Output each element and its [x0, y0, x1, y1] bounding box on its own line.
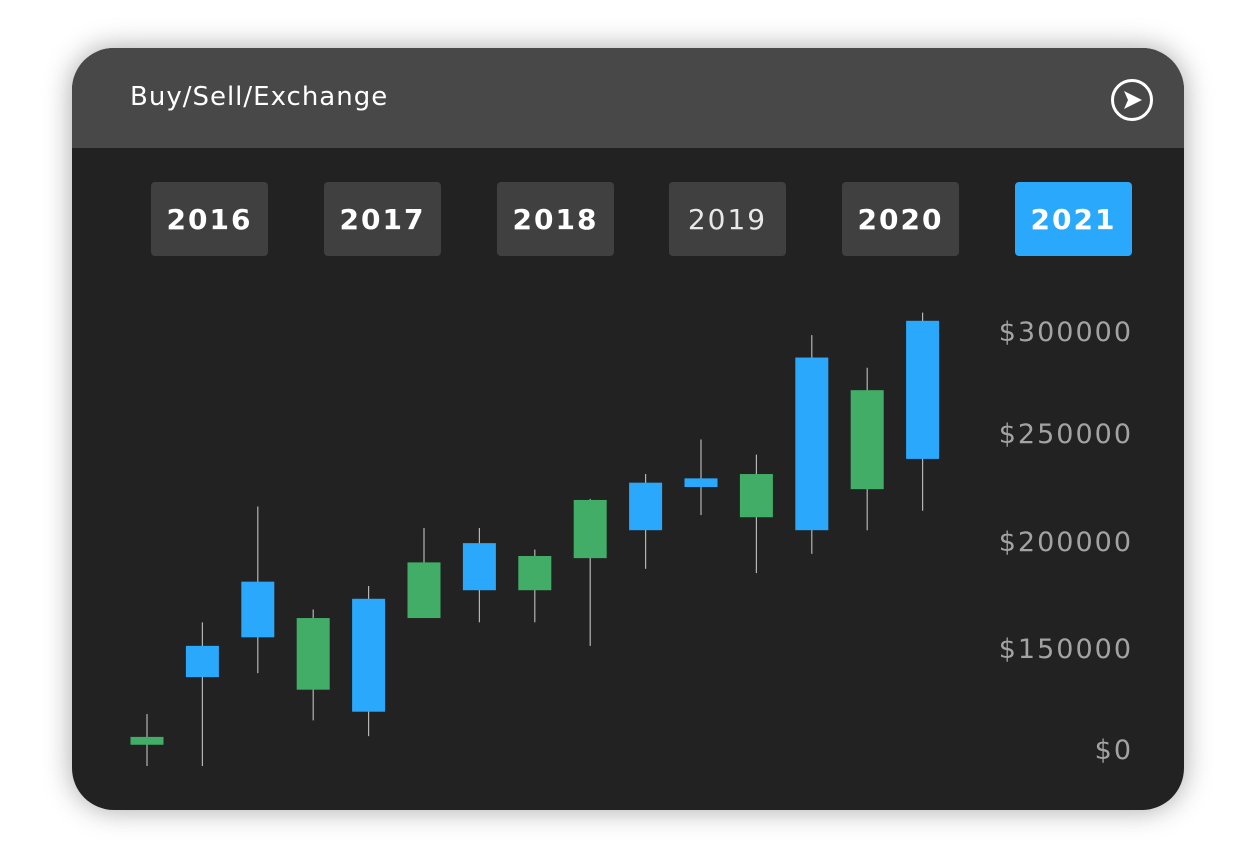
year-tab-2018[interactable]: 2018 — [497, 182, 614, 256]
candle-body — [518, 555, 552, 591]
navigate-button[interactable] — [1111, 79, 1153, 121]
card-header: Buy/Sell/Exchange — [72, 48, 1184, 148]
candle-body — [407, 562, 441, 619]
y-tick-label: $150000 — [999, 634, 1133, 665]
candle-body — [906, 320, 940, 459]
candle-body — [241, 581, 275, 638]
candle-body — [684, 478, 718, 487]
candle-body — [739, 474, 773, 518]
candle-body — [352, 598, 386, 712]
year-tab-2019[interactable]: 2019 — [669, 182, 786, 256]
candle-body — [296, 618, 330, 690]
y-tick-label: $200000 — [999, 527, 1133, 558]
y-tick-label: $250000 — [999, 419, 1133, 450]
year-tab-2020[interactable]: 2020 — [842, 182, 959, 256]
candle-body — [629, 482, 663, 531]
candle-body — [795, 357, 829, 531]
candle-body — [462, 543, 496, 591]
exchange-card: Buy/Sell/Exchange 2016 2017 2018 2019 20… — [72, 48, 1184, 810]
y-tick-label: $300000 — [999, 317, 1133, 348]
y-tick-label: $0 — [1095, 735, 1133, 766]
year-tab-2017[interactable]: 2017 — [324, 182, 441, 256]
navigation-arrow-icon — [1124, 91, 1142, 109]
candle-body — [573, 499, 607, 559]
year-tab-2016[interactable]: 2016 — [151, 182, 268, 256]
candle-body — [185, 645, 219, 678]
year-selector: 2016 2017 2018 2019 2020 2021 — [72, 182, 1184, 256]
card-title: Buy/Sell/Exchange — [130, 82, 389, 112]
year-tab-2021[interactable]: 2021 — [1015, 182, 1132, 256]
candle-body — [850, 390, 884, 490]
candle-body — [130, 736, 164, 745]
